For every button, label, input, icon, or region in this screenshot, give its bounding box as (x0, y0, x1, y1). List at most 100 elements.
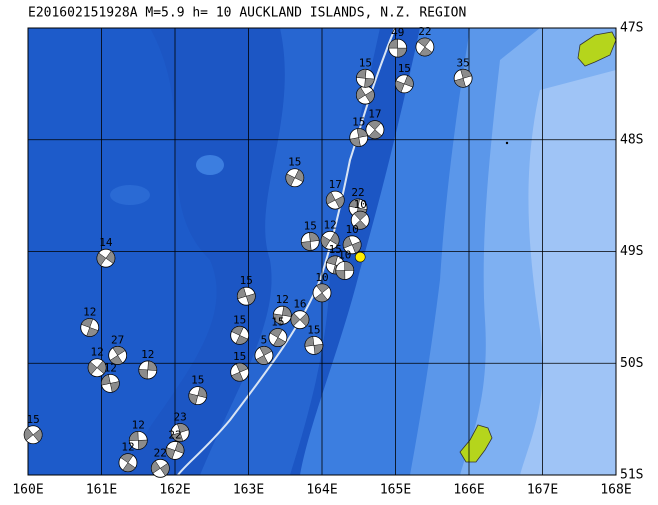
beachball-quadrant (344, 261, 355, 271)
beachball-quadrant (351, 241, 362, 254)
beachball-quadrant (335, 270, 346, 280)
beachball-quadrant (137, 439, 148, 450)
beachball-quadrant (325, 191, 336, 205)
beachball (170, 423, 190, 442)
beachball-quadrant (101, 374, 111, 386)
beachball-quadrant (397, 47, 407, 58)
beachball (118, 453, 138, 473)
beachball-quadrant (353, 219, 367, 230)
beachball (304, 335, 324, 355)
beachball (108, 346, 128, 365)
beachball-quadrant (86, 327, 99, 337)
beachball-quadrant (151, 460, 161, 474)
depth-label: 16 (293, 298, 306, 311)
x-tick-label: 160E (12, 483, 43, 498)
beachball-quadrant (342, 236, 353, 249)
depth-label: 15 (307, 323, 320, 336)
beachball-quadrant (197, 386, 208, 399)
x-tick-label: 167E (527, 483, 558, 498)
beachball-quadrant (259, 346, 273, 356)
target-event (354, 251, 366, 263)
beachball-quadrant (356, 87, 366, 101)
beachball-quadrant (364, 78, 375, 88)
beachball (100, 373, 120, 393)
beachball (254, 346, 274, 365)
beachball (230, 325, 250, 345)
beachball-quadrant (349, 137, 361, 147)
beachball-quadrant (129, 431, 139, 441)
depth-label: 15 (398, 62, 411, 75)
depth-label: 23 (174, 411, 187, 424)
beachball-quadrant (112, 346, 126, 356)
beachball-quadrant (122, 462, 136, 472)
beachball (394, 74, 414, 94)
beachball-quadrant (165, 447, 176, 460)
beachball-quadrant (177, 423, 190, 433)
depth-label: 12 (323, 218, 336, 231)
beachball-quadrant (87, 361, 98, 375)
beachball (80, 318, 100, 337)
beachball-quadrant (368, 129, 382, 139)
beachball-quadrant (365, 89, 375, 104)
beachball-quadrant (188, 393, 199, 405)
depth-label: 15 (271, 316, 284, 329)
depth-label: 17 (368, 108, 381, 121)
y-tick-label: 50S (620, 356, 643, 371)
beachball-quadrant (417, 37, 431, 48)
beachball (415, 37, 435, 57)
beachball-quadrant (96, 252, 107, 266)
beachball (128, 430, 148, 450)
beachball-quadrant (294, 169, 305, 183)
x-tick-label: 165E (380, 483, 411, 498)
depth-label: 22 (418, 25, 431, 38)
beachball (342, 235, 362, 255)
beachball-quadrant (138, 369, 149, 380)
map-title: E201602151928A M=5.9 h= 10 AUCKLAND ISLA… (28, 6, 466, 21)
beachball-quadrant (419, 46, 433, 57)
depth-label: 35 (456, 56, 469, 69)
depth-label: 15 (352, 116, 365, 129)
beachball (335, 261, 355, 280)
beachball-quadrant (80, 318, 94, 328)
beachball-quadrant (171, 432, 184, 442)
beachball-quadrant (313, 343, 324, 355)
beachball (236, 286, 256, 306)
depth-label: 10 (346, 223, 359, 236)
depth-label: 15 (359, 56, 372, 69)
beachball (268, 328, 288, 347)
depth-label: 15 (329, 243, 342, 256)
beachball (23, 425, 43, 445)
beachball-quadrant (255, 355, 269, 365)
beachball (349, 128, 369, 147)
x-tick-label: 163E (233, 483, 264, 498)
beachball (188, 386, 208, 406)
beachball (320, 230, 340, 250)
depth-label: 15 (233, 350, 246, 363)
y-tick-label: 47S (620, 21, 643, 36)
beachball-quadrant (269, 328, 283, 338)
beachball (325, 190, 345, 210)
beachball-quadrant (454, 77, 466, 88)
beachball-quadrant (460, 69, 473, 79)
depth-label: 10 (315, 271, 328, 284)
beachball (150, 458, 170, 478)
beachball-quadrant (235, 363, 249, 373)
depth-label: 15 (288, 156, 301, 169)
y-tick-label: 48S (620, 132, 643, 147)
beachball (285, 168, 305, 188)
y-tick-label: 49S (620, 244, 643, 259)
beachball-quadrant (395, 80, 405, 93)
depth-label: 12 (104, 361, 117, 374)
beachball-quadrant (109, 355, 123, 365)
beachball-quadrant (329, 232, 340, 246)
beachball-quadrant (96, 360, 107, 374)
beachball-quadrant (299, 313, 310, 327)
beachball (453, 68, 473, 88)
depth-label: 49 (391, 26, 404, 39)
beachball-quadrant (316, 283, 330, 294)
beachball (290, 310, 310, 330)
beachball-quadrant (231, 326, 244, 336)
beachball (96, 248, 116, 268)
depth-label: 12 (276, 293, 289, 306)
beachball-quadrant (326, 255, 338, 266)
